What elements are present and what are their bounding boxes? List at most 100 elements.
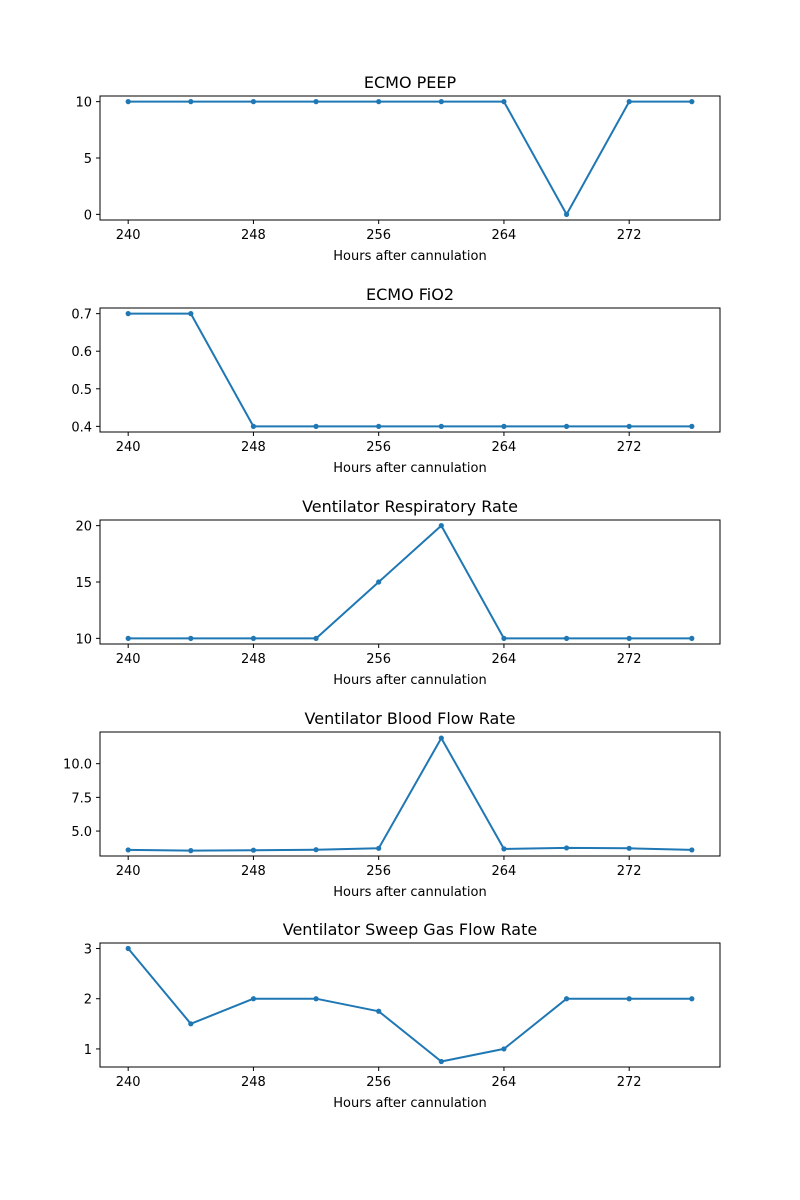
y-tick-label: 0.7 [71, 308, 92, 323]
data-point [626, 99, 632, 105]
series-line [127, 947, 692, 1063]
data-point [501, 423, 507, 429]
x-axis-label: Hours after cannulation [333, 461, 486, 476]
data-point [313, 423, 319, 429]
data-point [438, 99, 444, 105]
x-tick-label: 248 [241, 440, 266, 455]
data-point [188, 635, 194, 641]
data-point [626, 423, 632, 429]
data-point [626, 845, 632, 851]
y-tick-label: 0.5 [71, 383, 92, 398]
x-tick-label: 264 [492, 440, 517, 455]
data-point [125, 311, 131, 317]
data-point [501, 635, 507, 641]
y-tick-label: 7.5 [71, 791, 92, 806]
data-point [689, 99, 695, 105]
x-tick-label: 264 [492, 652, 517, 667]
y-tick-label: 3 [84, 943, 92, 958]
data-point [501, 1046, 507, 1052]
data-point [689, 423, 695, 429]
axes-frame [99, 95, 721, 221]
axes-frame [99, 942, 721, 1068]
data-point [438, 1058, 444, 1065]
x-tick-label: 256 [366, 440, 391, 455]
subplot-4: Ventilator Sweep Gas Flow Rate 240 248 256 2… [84, 920, 721, 1111]
y-tick-label: 1 [84, 1043, 92, 1058]
data-point [563, 211, 570, 217]
axes-frame [99, 519, 721, 645]
series-line [128, 737, 692, 852]
data-point [689, 635, 695, 641]
data-point [501, 846, 507, 852]
x-tick-label: 240 [116, 864, 141, 879]
x-tick-label: 272 [617, 1075, 642, 1090]
data-point [125, 635, 131, 641]
data-point [376, 579, 382, 585]
y-tick-label: 10 [75, 96, 92, 111]
x-tick-label: 248 [241, 864, 266, 879]
x-tick-label: 272 [617, 652, 642, 667]
x-tick-label: 256 [366, 228, 391, 243]
data-point [689, 996, 695, 1002]
data-point [626, 996, 632, 1002]
y-tick-label: 15 [75, 576, 92, 591]
x-tick-label: 272 [617, 228, 642, 243]
series-line [128, 524, 692, 640]
data-point [188, 311, 194, 317]
data-point [250, 996, 257, 1002]
chart-title: ECMO PEEP [364, 73, 457, 92]
data-point [376, 845, 382, 851]
chart-title: ECMO FiO2 [366, 285, 454, 304]
data-point [313, 996, 319, 1002]
y-tick-label: 5 [84, 152, 92, 167]
subplot-1: ECMO FiO2 240 248 256 264 272 0.4 0.5 0.6 0.7 Hour… [71, 285, 721, 476]
data-point [313, 635, 319, 641]
data-point [250, 423, 257, 429]
x-axis-label: Hours after cannulation [333, 249, 486, 264]
y-tick-label: 0 [84, 208, 92, 223]
subplot-3: Ventilator Blood Flow Rate 240 248 256 264 27… [63, 709, 721, 900]
x-tick-label: 264 [492, 864, 517, 879]
series-line [128, 100, 692, 216]
data-point [501, 99, 507, 105]
axes-frame [99, 731, 721, 857]
data-point [125, 847, 131, 853]
data-point [438, 735, 444, 741]
subplot-2: Ventilator Respiratory Rate 240 248 256 264 2… [75, 497, 721, 688]
x-tick-label: 272 [617, 864, 642, 879]
data-point [438, 423, 444, 429]
y-tick-label: 20 [75, 520, 92, 535]
x-tick-label: 240 [116, 440, 141, 455]
y-tick-label: 2 [84, 993, 92, 1008]
y-tick-label: 0.4 [71, 420, 92, 435]
data-point [438, 523, 444, 529]
data-point [313, 99, 319, 105]
data-point [376, 99, 382, 105]
chart-title: Ventilator Blood Flow Rate [305, 709, 516, 728]
data-point [250, 99, 257, 105]
x-tick-label: 256 [366, 652, 391, 667]
data-point [125, 99, 131, 105]
x-tick-label: 240 [116, 1075, 141, 1090]
data-point [376, 1008, 382, 1014]
x-tick-label: 248 [241, 1075, 266, 1090]
data-point [689, 847, 695, 853]
data-point [250, 847, 257, 853]
chart-title: Ventilator Sweep Gas Flow Rate [283, 920, 537, 939]
x-axis-label: Hours after cannulation [333, 885, 486, 900]
data-point [250, 635, 257, 641]
chart-title: Ventilator Respiratory Rate [302, 497, 518, 516]
axes-frame [99, 307, 721, 433]
x-tick-label: 240 [116, 652, 141, 667]
x-tick-label: 256 [366, 1075, 391, 1090]
subplot-0: ECMO PEEP 240 248 256 264 272 0 5 10 Hours after … [75, 73, 721, 264]
data-point [563, 845, 570, 851]
data-point [563, 996, 570, 1002]
data-point [188, 1021, 194, 1027]
y-tick-label: 10.0 [63, 758, 92, 773]
x-tick-label: 248 [241, 652, 266, 667]
y-tick-label: 10 [75, 632, 92, 647]
x-tick-label: 240 [116, 228, 141, 243]
x-axis-label: Hours after cannulation [333, 673, 486, 688]
